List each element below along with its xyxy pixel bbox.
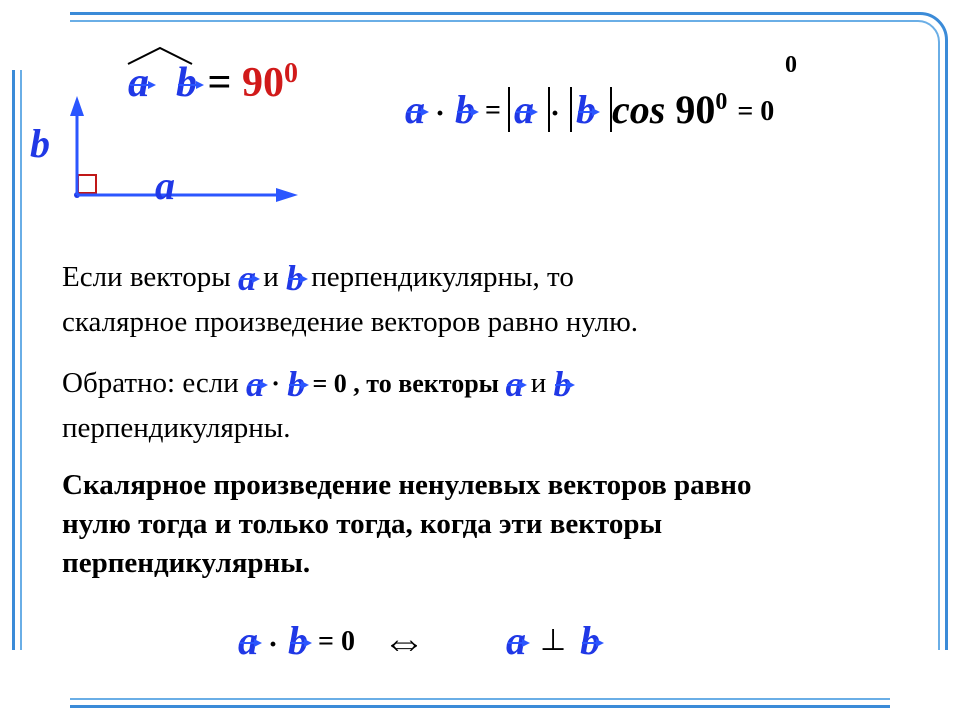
perp-icon: ⊥ <box>536 624 570 657</box>
mag-b: b <box>570 87 612 132</box>
formula-a1: a <box>405 86 425 133</box>
corner-cut-br <box>890 650 960 720</box>
bottom-expr: a · b = 0 ⇔ a ⊥ b <box>238 616 600 667</box>
cos-label: cos <box>612 87 675 132</box>
cos-angle-sup: 0 <box>715 89 727 115</box>
corner-cut-tl <box>0 0 70 70</box>
formula-eq1: = <box>485 95 508 126</box>
cos-angle: 90 <box>675 87 715 132</box>
diagram-b-label: b <box>30 120 50 167</box>
zero-annotation: 0 <box>785 52 797 79</box>
formula-dot2: · <box>550 97 560 130</box>
formula-eq2: = 0 <box>737 96 774 127</box>
header-angle-sup: 0 <box>284 58 298 89</box>
vector-diagram <box>50 90 330 225</box>
diagram-a-label: a <box>155 162 175 209</box>
para2: Обратно: если a · b = 0 , то векторы a и… <box>62 360 922 448</box>
formula-b1: b <box>455 86 475 133</box>
para3: Скалярное произведение ненулевых векторо… <box>62 466 932 583</box>
iff-icon: ⇔ <box>362 617 446 666</box>
formula-line: a · b = a · b cos 900 = 0 <box>405 86 774 133</box>
formula-dot1: · <box>435 97 445 130</box>
mag-a: a <box>508 87 550 132</box>
para1: Если векторы a и b перпендикулярны, то с… <box>62 254 892 342</box>
corner-cut-bl <box>0 650 70 720</box>
